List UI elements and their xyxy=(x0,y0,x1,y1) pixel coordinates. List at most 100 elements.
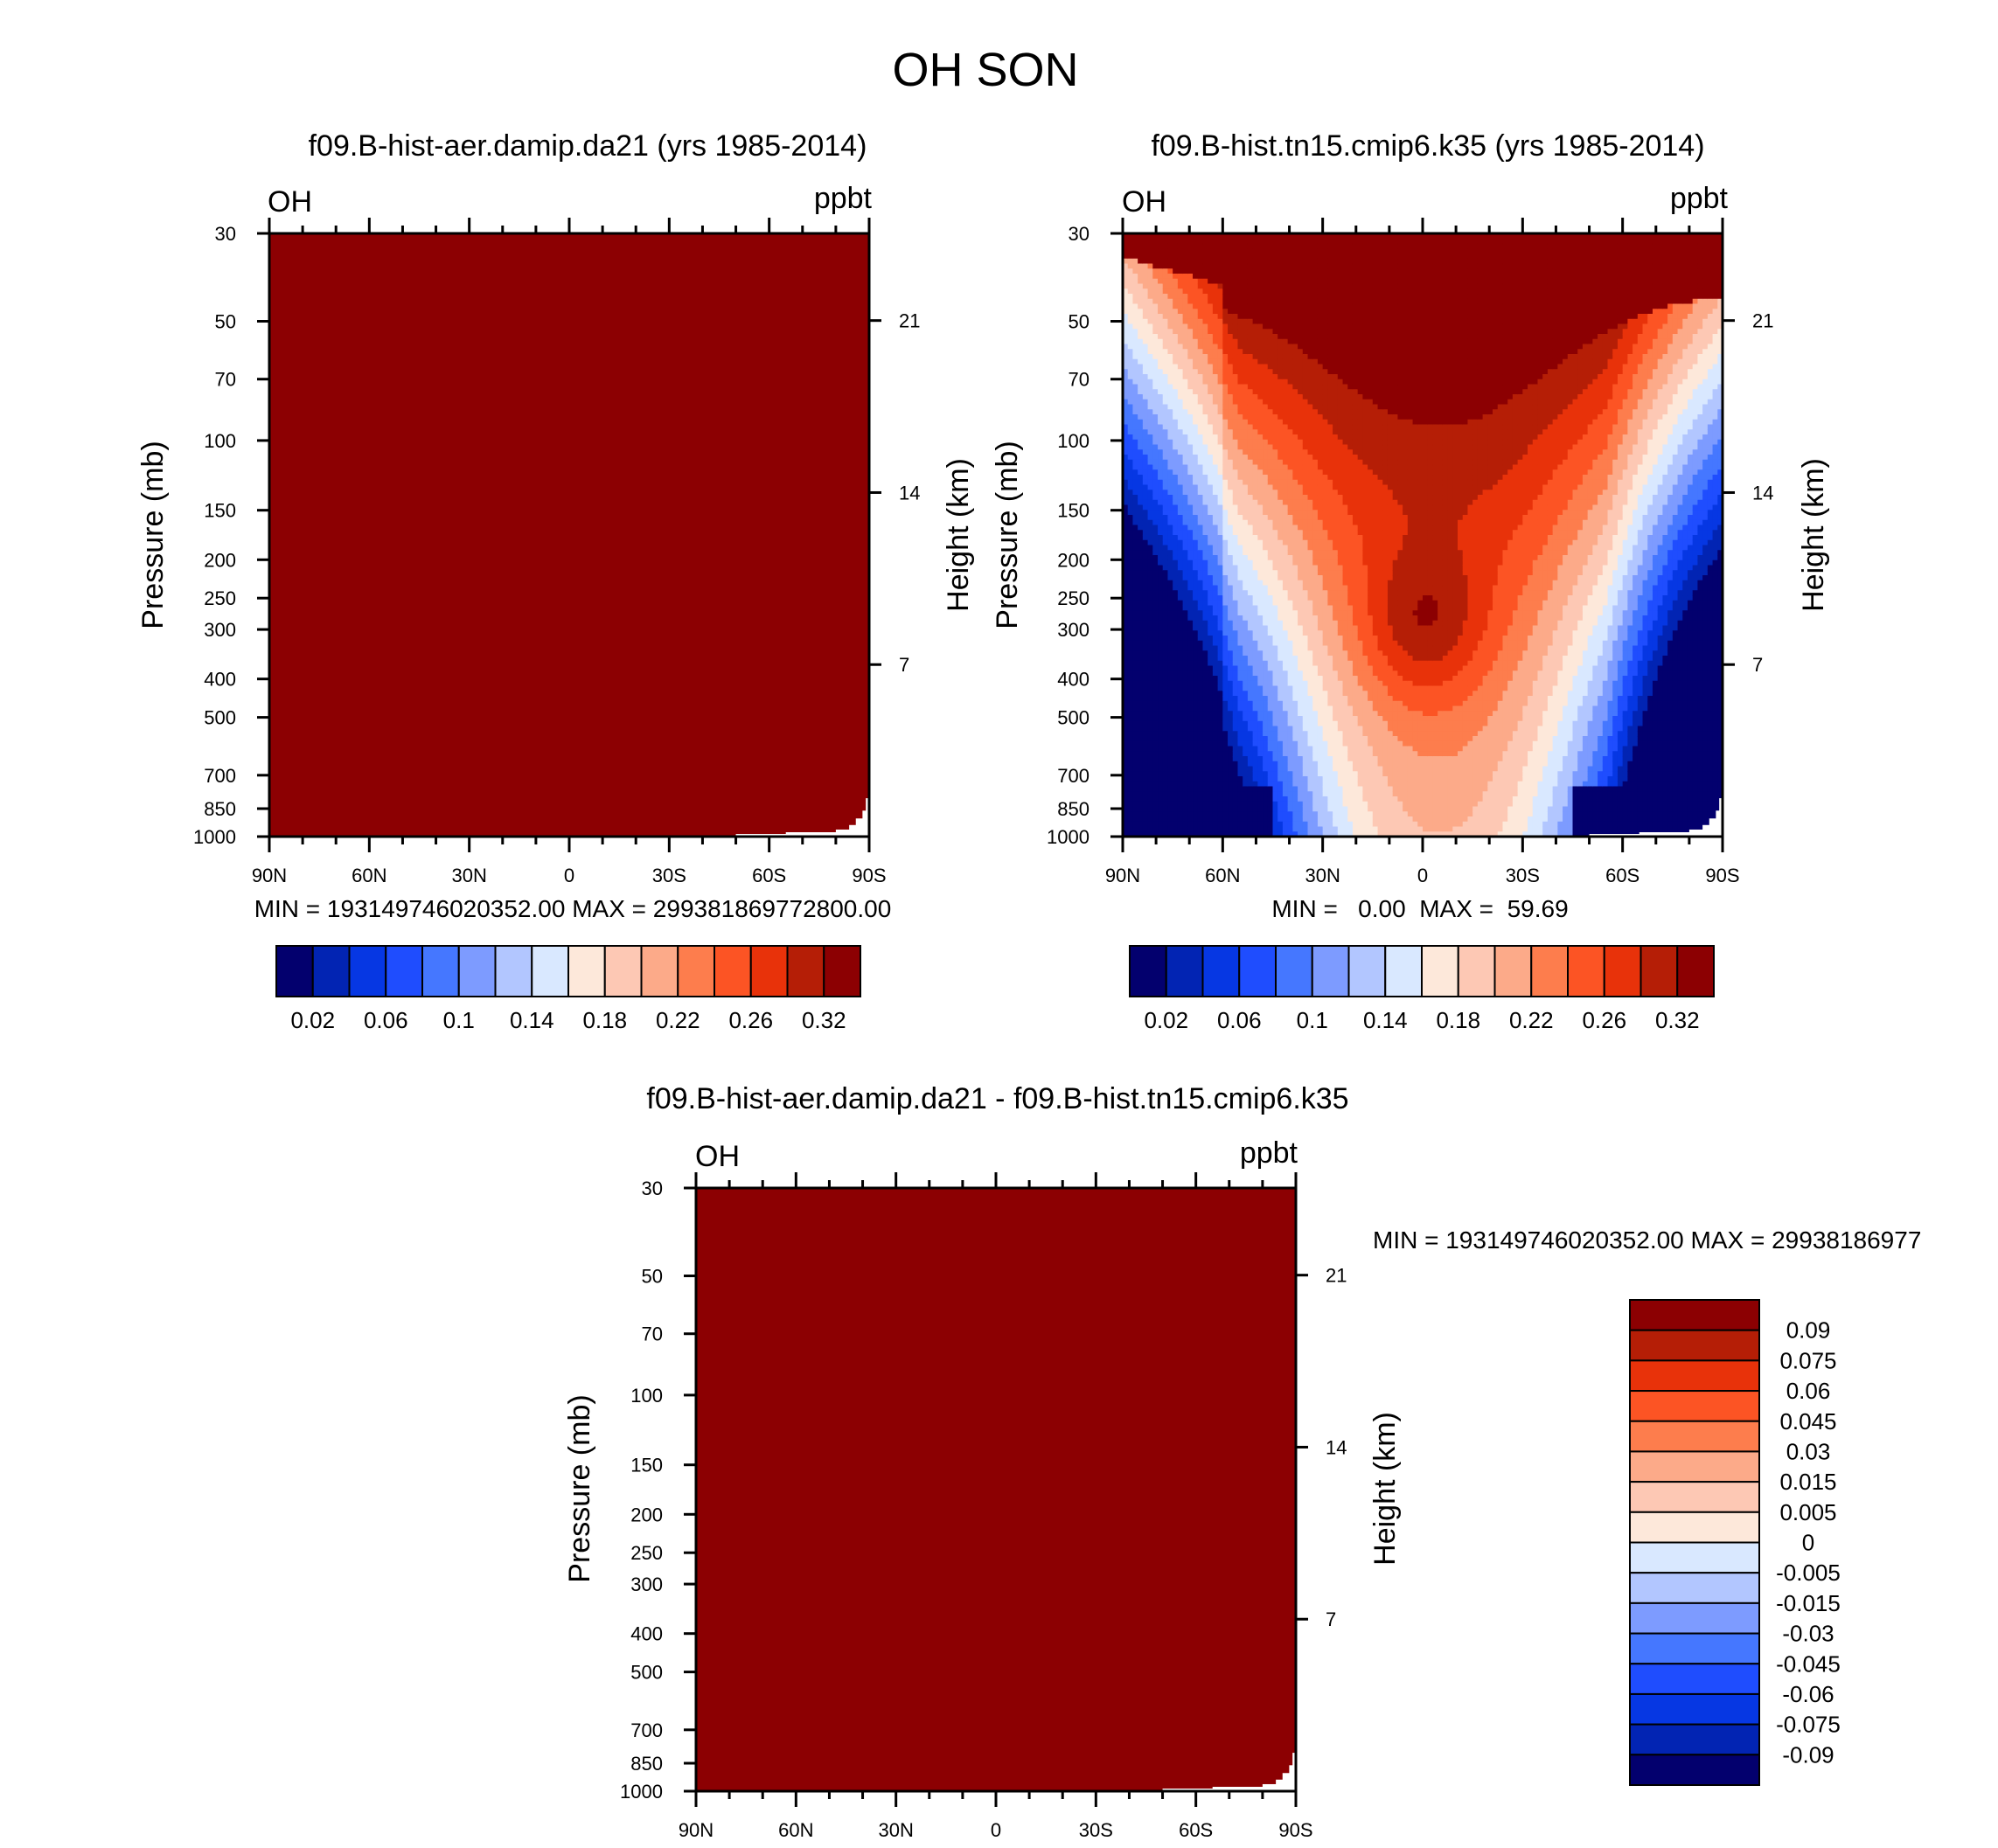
field-cell xyxy=(1198,490,1203,495)
field-cell xyxy=(1277,294,1283,299)
field-cell xyxy=(1233,455,1238,460)
field-cell xyxy=(1298,691,1303,696)
field-cell xyxy=(1128,389,1133,394)
field-cell xyxy=(1132,706,1138,712)
field-cell xyxy=(1173,566,1178,571)
field-cell xyxy=(1222,827,1228,832)
field-cell xyxy=(1213,626,1218,631)
field-cell xyxy=(1148,681,1153,686)
field-cell xyxy=(1273,344,1278,350)
field-cell xyxy=(1158,796,1163,802)
field-cell xyxy=(1132,420,1138,425)
field-cell xyxy=(1243,560,1248,566)
field-cell xyxy=(1292,505,1298,511)
field-cell xyxy=(1198,822,1203,827)
field-cell xyxy=(1248,379,1253,385)
field-cell xyxy=(1187,721,1193,726)
field-cell xyxy=(1202,606,1208,611)
field-cell xyxy=(1208,480,1213,485)
field-cell xyxy=(1148,696,1153,701)
field-cell xyxy=(1237,802,1243,807)
field-cell xyxy=(1263,525,1268,531)
field-cell xyxy=(1318,515,1323,520)
field-cell xyxy=(1273,475,1278,480)
field-cell xyxy=(1208,540,1213,545)
field-cell xyxy=(1198,344,1203,350)
field-cell xyxy=(1148,761,1153,767)
field-cell xyxy=(1178,425,1183,430)
field-cell xyxy=(1257,656,1263,661)
field-cell xyxy=(1263,670,1268,676)
field-cell xyxy=(1312,595,1318,601)
field-cell xyxy=(1128,455,1133,460)
field-cell xyxy=(1288,782,1293,787)
field-cell xyxy=(1148,309,1153,314)
field-cell xyxy=(1173,681,1178,686)
field-cell xyxy=(1288,465,1293,470)
field-cell xyxy=(1208,610,1213,615)
field-cell xyxy=(1288,560,1293,566)
field-cell xyxy=(1173,550,1178,555)
field-cell xyxy=(1283,455,1288,460)
field-cell xyxy=(1208,545,1213,551)
field-cell xyxy=(1198,796,1203,802)
field-cell xyxy=(1233,787,1238,792)
field-cell xyxy=(1158,389,1163,394)
field-cell xyxy=(1178,787,1183,792)
field-cell xyxy=(1228,490,1233,495)
field-cell xyxy=(1138,816,1143,822)
field-cell xyxy=(1273,747,1278,752)
field-cell xyxy=(1263,339,1268,344)
field-cell xyxy=(1253,796,1258,802)
field-cell xyxy=(1312,475,1318,480)
field-cell xyxy=(1143,359,1148,365)
field-cell xyxy=(1253,434,1258,440)
field-cell xyxy=(1243,465,1248,470)
field-cell xyxy=(1173,485,1178,490)
field-cell xyxy=(1283,560,1288,566)
field-cell xyxy=(1208,791,1213,796)
field-cell xyxy=(1193,641,1198,646)
field-cell xyxy=(1132,359,1138,365)
field-cell xyxy=(1288,606,1293,611)
field-cell xyxy=(1163,691,1168,696)
field-cell xyxy=(1173,490,1178,495)
field-cell xyxy=(1173,747,1178,752)
field-cell xyxy=(1173,816,1178,822)
field-cell xyxy=(1222,656,1228,661)
field-cell xyxy=(1173,445,1178,450)
colorbar-swatch xyxy=(642,946,679,997)
field-cell xyxy=(1308,676,1313,681)
field-cell xyxy=(1128,510,1133,515)
field-cell xyxy=(1308,615,1313,621)
field-cell xyxy=(1128,314,1133,319)
field-cell xyxy=(1143,580,1148,586)
field-cell xyxy=(1228,716,1233,721)
field-cell xyxy=(1298,590,1303,595)
field-cell xyxy=(1318,595,1323,601)
field-cell xyxy=(1218,580,1223,586)
field-cell xyxy=(1228,394,1233,399)
field-cell xyxy=(1167,434,1173,440)
field-cell xyxy=(1202,465,1208,470)
field-cell xyxy=(1298,379,1303,385)
field-cell xyxy=(1158,701,1163,706)
field-cell xyxy=(1273,244,1278,249)
field-cell xyxy=(1183,465,1188,470)
field-cell xyxy=(1268,510,1273,515)
field-cell xyxy=(1277,354,1283,359)
field-cell xyxy=(1248,339,1253,344)
field-cell xyxy=(1128,369,1133,374)
field-cell xyxy=(1167,641,1173,646)
field-cell xyxy=(1163,621,1168,626)
field-cell xyxy=(1218,716,1223,721)
field-cell xyxy=(1312,721,1318,726)
field-cell xyxy=(1222,771,1228,776)
field-cell xyxy=(1167,661,1173,666)
panel-b: f09.B-hist.tn15.cmip6.k35 (yrs 1985-2014… xyxy=(991,129,1830,1033)
field-cell xyxy=(1198,595,1203,601)
field-cell xyxy=(1208,284,1213,289)
field-cell xyxy=(1277,807,1283,812)
field-cell xyxy=(1318,731,1323,736)
field-cell xyxy=(1208,259,1213,264)
